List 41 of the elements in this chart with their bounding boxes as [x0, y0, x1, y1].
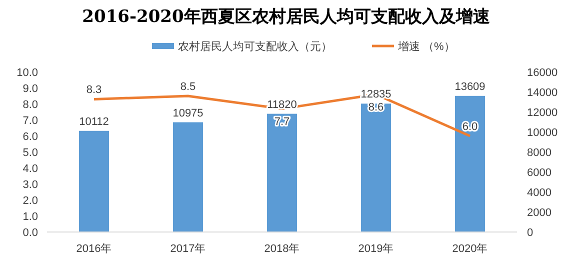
legend-label: 农村居民人均可支配收入（元）	[178, 40, 332, 53]
data-label: 8.5	[180, 81, 196, 93]
y-tick-label: 9.0	[22, 83, 38, 95]
data-label: 6.0	[462, 121, 478, 133]
chart-title: 2016-2020年西夏区农村居民人均可支配收入及增速	[82, 7, 490, 27]
data-label: 7.7	[274, 116, 290, 128]
bar	[455, 96, 485, 232]
y-tick-label: 2.0	[22, 195, 38, 207]
y2-tick-label: 10000	[527, 127, 558, 139]
y-tick-label: 4.0	[22, 163, 38, 175]
bar	[79, 130, 109, 232]
y2-tick-label: 12000	[527, 107, 558, 119]
x-tick-label: 2019年	[358, 243, 394, 255]
y2-tick-label: 4000	[527, 187, 552, 199]
y-tick-label: 5.0	[22, 147, 38, 159]
y2-tick-label: 2000	[527, 207, 552, 219]
y2-tick-label: 8000	[527, 147, 552, 159]
data-label: 8.3	[86, 84, 102, 96]
bar	[173, 122, 203, 232]
y2-tick-label: 6000	[527, 167, 552, 179]
data-label: 10975	[172, 107, 204, 120]
x-tick-label: 2016年	[76, 243, 112, 255]
bar	[267, 114, 297, 232]
y-tick-label: 7.0	[22, 115, 38, 127]
x-tick-label: 2017年	[170, 243, 206, 255]
y2-tick-label: 14000	[527, 87, 558, 99]
y-tick-label: 8.0	[22, 99, 38, 111]
y2-tick-label: 16000	[527, 67, 558, 79]
legend-label: 增速 （%）	[397, 40, 455, 53]
y-tick-label: 1.0	[22, 211, 38, 223]
data-label: 10112	[79, 116, 109, 128]
data-label: 13609	[454, 80, 486, 93]
data-label: 8.6	[368, 101, 384, 114]
y-tick-label: 6.0	[22, 131, 38, 143]
y2-tick-label: 0	[527, 227, 534, 239]
y-tick-label: 3.0	[22, 179, 38, 191]
x-tick-label: 2018年	[264, 243, 300, 255]
y-tick-label: 10.0	[16, 67, 38, 79]
bar	[361, 104, 391, 232]
y-tick-label: 0.0	[22, 227, 38, 239]
x-tick-label: 2020年	[452, 243, 488, 255]
